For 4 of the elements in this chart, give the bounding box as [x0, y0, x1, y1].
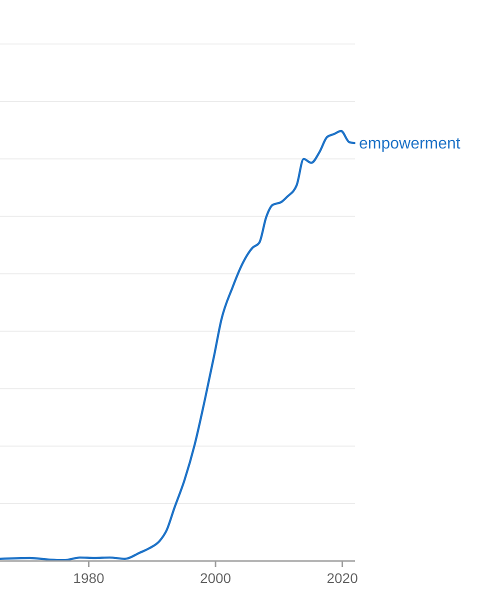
x-tick-label: 2020: [326, 570, 358, 586]
x-tick-label: 1980: [73, 570, 105, 586]
x-tick-label: 2000: [200, 570, 232, 586]
series-label: empowerment: [359, 136, 461, 153]
